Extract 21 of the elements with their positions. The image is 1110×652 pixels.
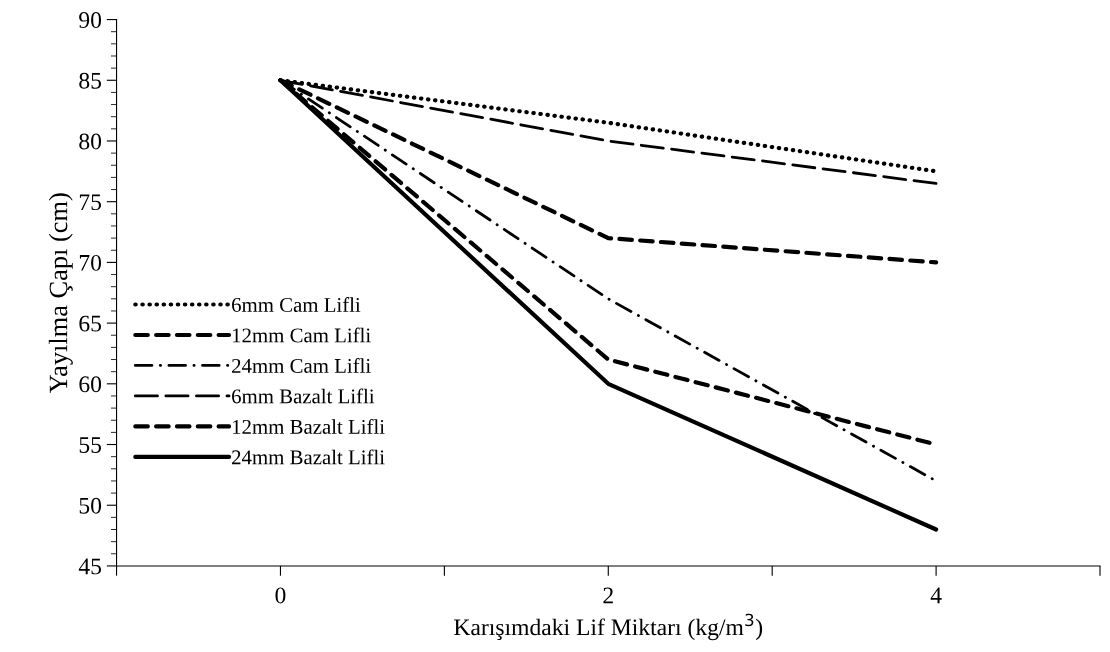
x-tick-label: 4 [930,587,942,604]
y-tick-label: 75 [79,194,102,211]
legend-label: 6mm Bazalt Lifli [232,388,375,404]
legend-label: 12mm Cam Lifli [232,327,371,343]
y-tick-label: 65 [79,315,102,332]
y-tick-label: 45 [78,558,102,575]
y-tick-label: 70 [79,254,102,271]
y-tick-label: 55 [79,437,102,453]
legend-label: 24mm Bazalt Lifli [232,449,385,465]
y-tick-label: 60 [79,376,102,393]
legend-label: 12mm Bazalt Lifli [232,419,385,434]
y-tick-label: 50 [79,497,102,514]
y-tick-label: 90 [79,12,102,28]
legend-label: 24mm Cam Lifli [232,358,371,373]
legend-label: 6mm Cam Lifli [232,297,361,312]
y-axis-title: Yayılma Çapı (cm) [48,193,73,393]
y-tick-label: 85 [79,72,102,89]
y-tick-label: 80 [79,133,102,150]
x-tick-label: 2 [603,587,613,604]
x-axis-title: Karışımdaki Lif Miktarı (kg/m$^{3}$) [454,613,763,641]
x-tick-label: 0 [275,587,286,604]
